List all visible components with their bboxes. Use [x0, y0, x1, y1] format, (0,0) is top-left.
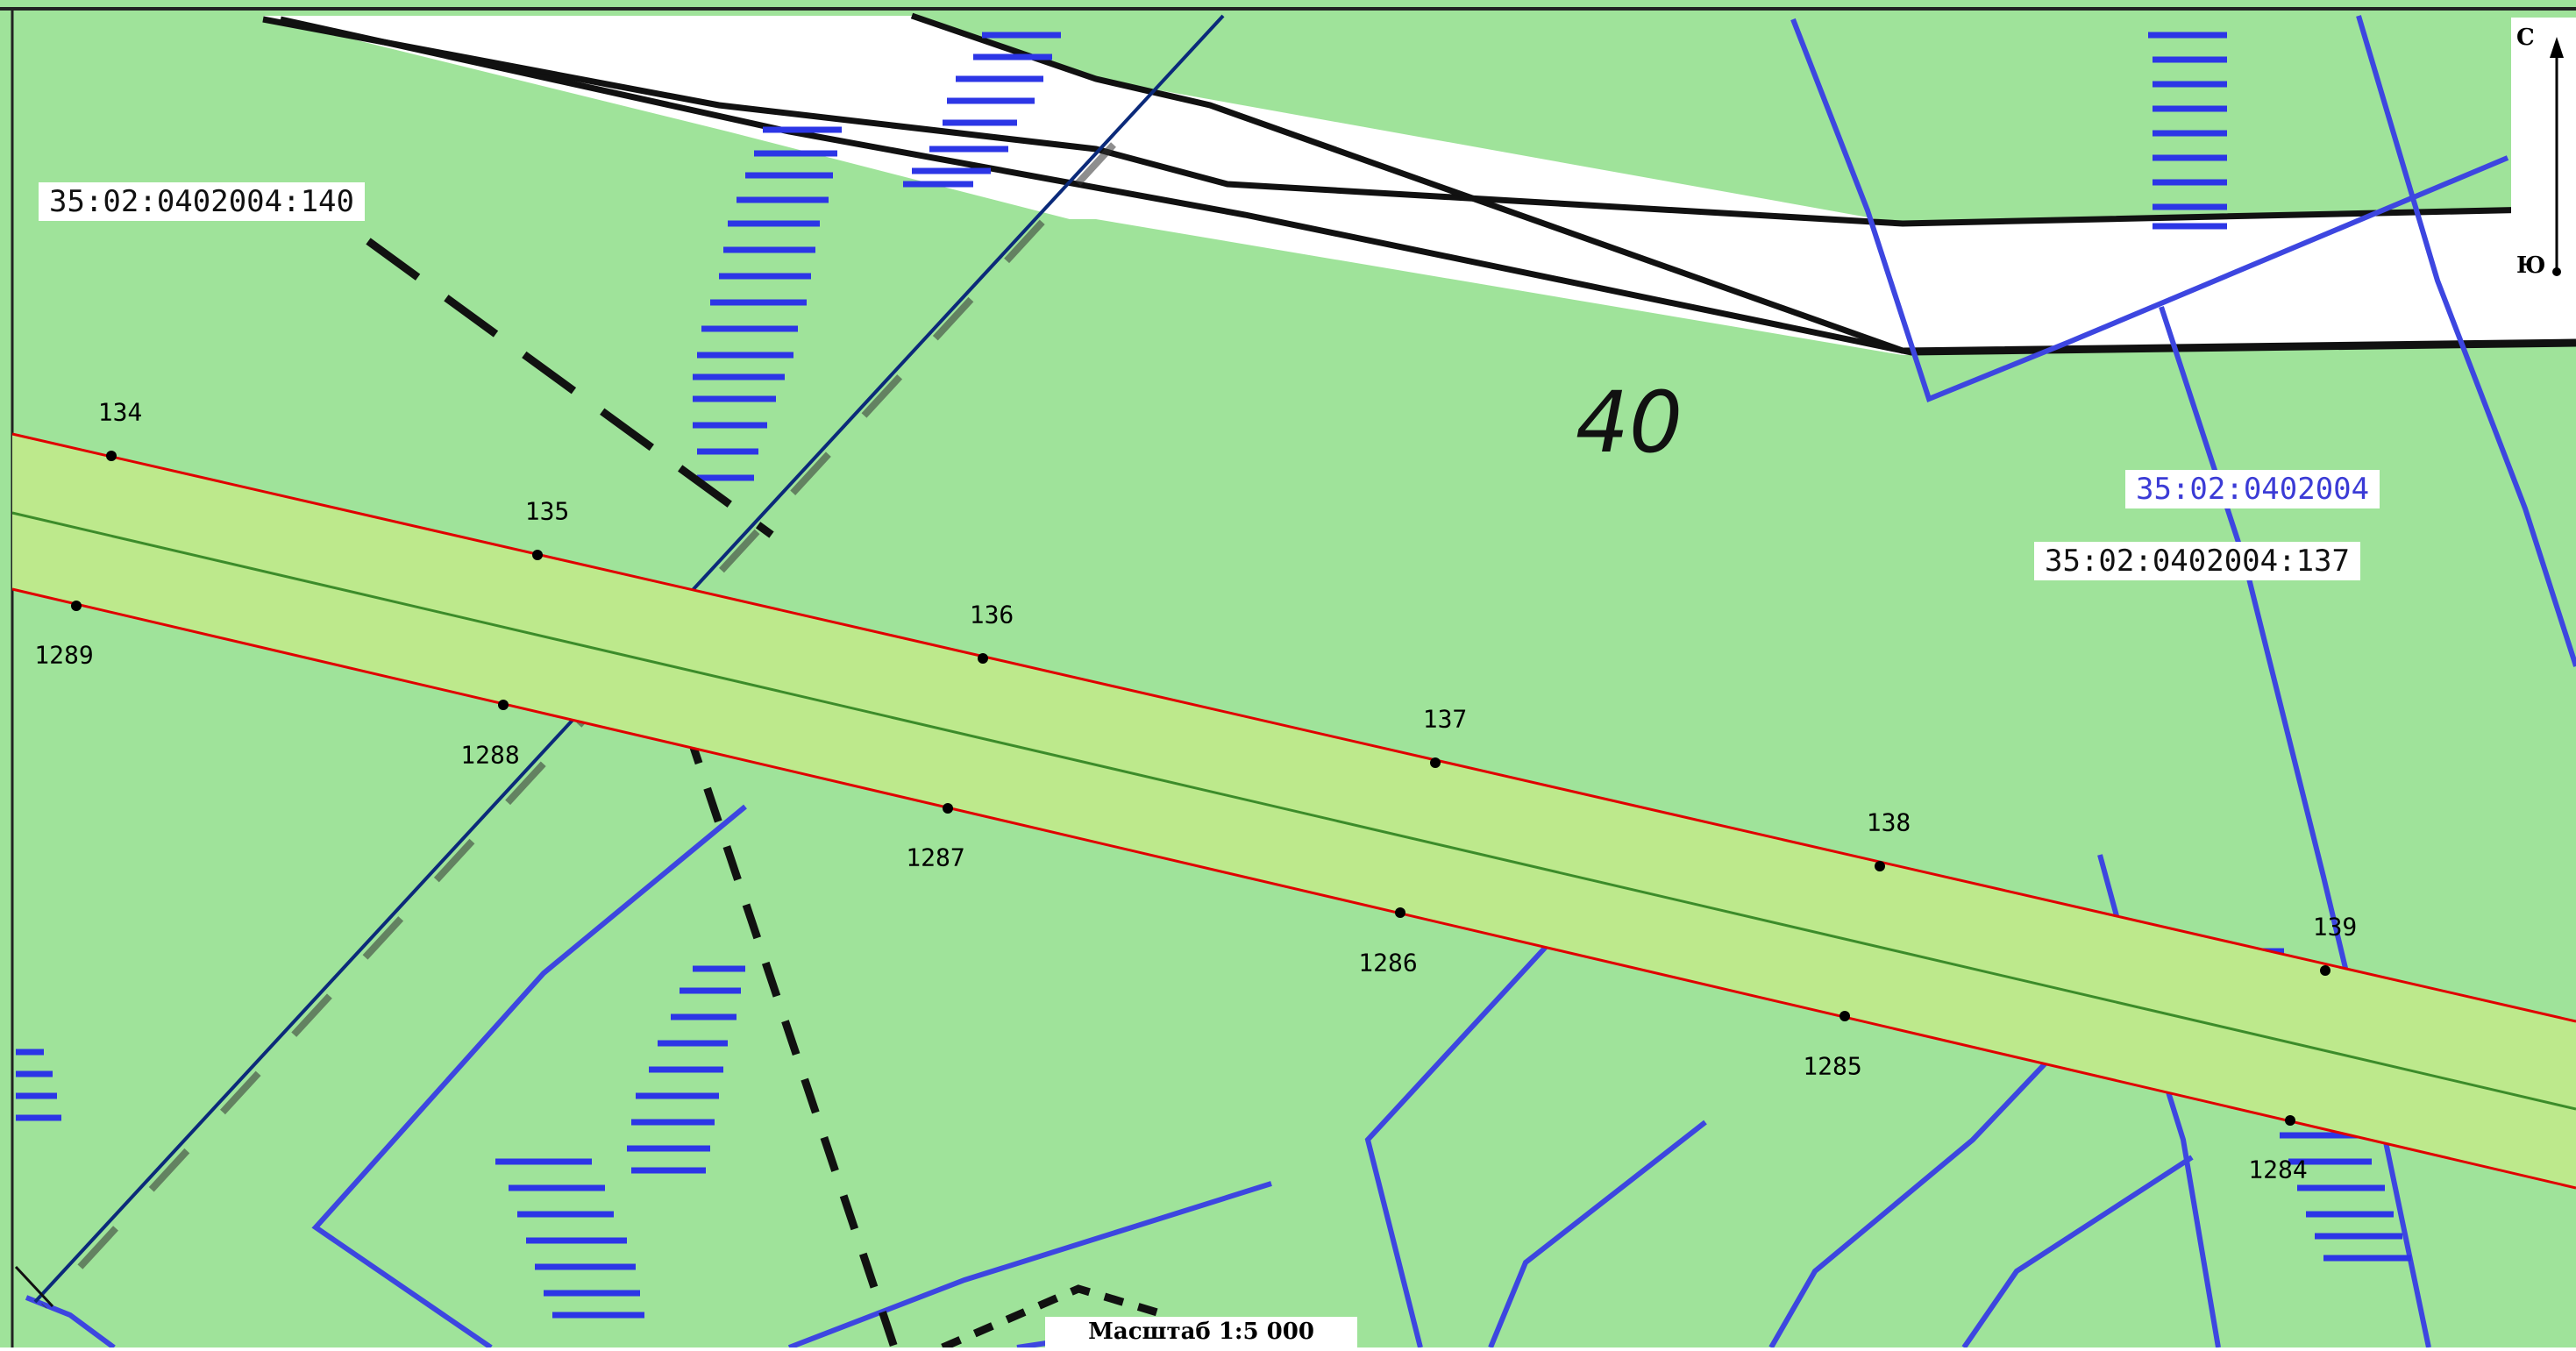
point-label-139: 139 [2312, 912, 2358, 942]
corridor-centerline [11, 511, 2576, 1111]
north-arrow: С Ю [2511, 18, 2576, 298]
point-135 [532, 550, 543, 560]
parcel-label-140[interactable]: 35:02:0402004:140 [39, 182, 365, 221]
road-edge-top [262, 16, 2576, 227]
scale-label: Масштаб 1:5 000 [1045, 1317, 1357, 1347]
point-139 [2320, 965, 2330, 976]
parcel-label-137[interactable]: 35:02:0402004:137 [2034, 542, 2360, 580]
point-1286 [1395, 907, 1405, 918]
corner-mark [14, 1265, 54, 1308]
point-1284 [2285, 1115, 2295, 1126]
boundary-points [71, 451, 2330, 1126]
point-134 [106, 451, 117, 461]
point-138 [1875, 861, 1885, 871]
south-label: Ю [2516, 252, 2546, 279]
point-label-1284: 1284 [2248, 1155, 2308, 1184]
point-label-1288: 1288 [460, 740, 520, 770]
point-label-138: 138 [1866, 807, 1911, 837]
north-label: С [2516, 25, 2535, 51]
point-136 [978, 653, 988, 664]
road [263, 16, 2576, 355]
point-1289 [71, 601, 82, 611]
point-label-137: 137 [1422, 704, 1468, 734]
point-label-1289: 1289 [34, 640, 94, 670]
point-label-136: 136 [969, 600, 1014, 629]
point-label-134: 134 [97, 397, 143, 427]
point-1288 [498, 700, 509, 710]
area-number: 40 [1575, 373, 1683, 472]
point-label-1285: 1285 [1803, 1051, 1862, 1081]
quarter-label[interactable]: 35:02:0402004 [2125, 470, 2380, 508]
point-1285 [1839, 1011, 1850, 1021]
road-edge-top-2 [280, 16, 2576, 356]
corridor-top-boundary [11, 432, 2576, 1023]
north-arrow-icon [2550, 37, 2564, 276]
corridor-bottom-boundary [11, 587, 2576, 1190]
point-137 [1430, 757, 1441, 768]
point-label-1286: 1286 [1358, 948, 1418, 978]
point-label-1287: 1287 [906, 843, 965, 872]
point-1287 [943, 803, 953, 814]
point-label-135: 135 [524, 496, 570, 526]
